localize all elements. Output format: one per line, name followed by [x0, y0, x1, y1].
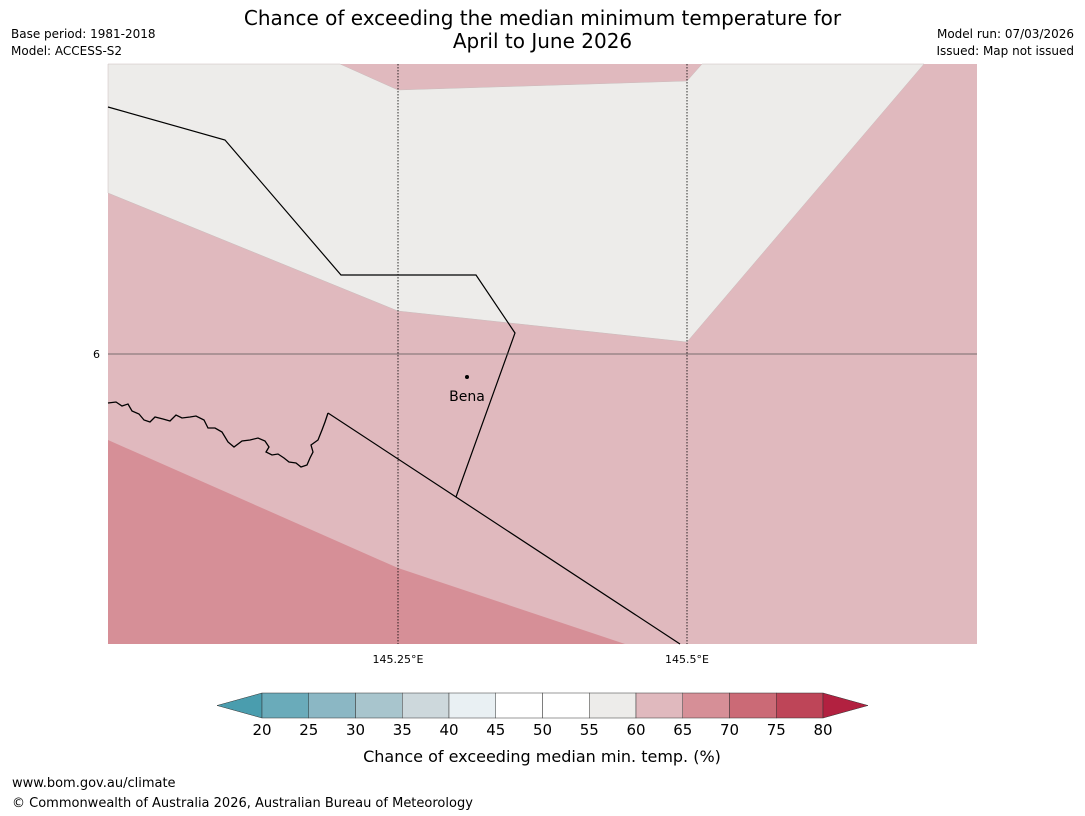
colorbar-cell	[542, 692, 590, 719]
issued-status: Issued: Map not issued	[936, 44, 1074, 58]
province-boundary-south	[327, 412, 681, 645]
colorbar-cell	[635, 692, 683, 719]
model-name: Model: ACCESS-S2	[11, 44, 123, 58]
colorbar-tick-label: 65	[673, 721, 692, 739]
title-line-2: April to June 2026	[452, 29, 633, 53]
colorbar-title: Chance of exceeding median min. temp. (%…	[363, 747, 721, 766]
colorbar-under-arrow	[216, 692, 263, 719]
colorbar-tick-label: 35	[393, 721, 412, 739]
colorbar-cell	[589, 692, 637, 719]
colorbar-cell	[261, 692, 309, 719]
colorbar-tick-label: 50	[533, 721, 552, 739]
colorbar-cell	[776, 692, 824, 719]
colorbar-tick-label: 55	[580, 721, 599, 739]
colorbar-tick-label: 45	[486, 721, 505, 739]
longitude-label: 145.25°E	[373, 653, 424, 666]
colorbar-cell	[495, 692, 543, 719]
band-65-70	[108, 440, 625, 644]
colorbar-cell	[729, 692, 777, 719]
band-55-60	[107, 63, 925, 343]
colorbar-tick-label: 25	[299, 721, 318, 739]
colorbar-tick-label: 60	[626, 721, 645, 739]
map-area: Bena	[107, 63, 977, 645]
colorbar-cell	[402, 692, 450, 719]
colorbar: 20 25 30 35 40 45 50 55 60 65 70 75 80 Chance of exc…	[216, 692, 869, 766]
colorbar-tick-label: 30	[346, 721, 365, 739]
latitude-label: 6	[93, 348, 100, 361]
meta-left: Base period: 1981-2018 Model: ACCESS-S2	[11, 26, 156, 60]
map-title: Chance of exceeding the median minimum t…	[0, 7, 1085, 53]
colorbar-tick-label: 70	[720, 721, 739, 739]
town-marker	[465, 375, 469, 379]
colorbar-cell	[355, 692, 403, 719]
longitude-label: 145.5°E	[665, 653, 709, 666]
footer-url: www.bom.gov.au/climate	[12, 776, 176, 791]
province-boundary	[107, 106, 516, 498]
colorbar-cells	[261, 692, 824, 719]
meta-right: Model run: 07/03/2026 Issued: Map not is…	[936, 26, 1074, 60]
map-figure: Bena 6 145.25°E 145.5°E 20 25 30 35 40 45 50 55…	[93, 63, 977, 766]
colorbar-over-arrow	[822, 692, 869, 719]
colorbar-tick-label: 40	[439, 721, 458, 739]
model-run: Model run: 07/03/2026	[936, 27, 1074, 41]
footer: www.bom.gov.au/climate © Commonwealth of…	[12, 774, 473, 814]
colorbar-tick-label: 20	[252, 721, 271, 739]
town-label: Bena	[449, 389, 485, 405]
coastline	[107, 401, 329, 468]
colorbar-ticks: 20 25 30 35 40 45 50 55 60 65 70 75 80	[252, 721, 832, 739]
colorbar-cell	[448, 692, 496, 719]
colorbar-cell	[682, 692, 730, 719]
colorbar-tick-label: 75	[767, 721, 786, 739]
colorbar-tick-label: 80	[813, 721, 832, 739]
colorbar-cell	[308, 692, 356, 719]
base-period: Base period: 1981-2018	[11, 27, 156, 41]
title-line-1: Chance of exceeding the median minimum t…	[243, 6, 842, 30]
footer-copyright: © Commonwealth of Australia 2026, Austra…	[12, 796, 473, 811]
